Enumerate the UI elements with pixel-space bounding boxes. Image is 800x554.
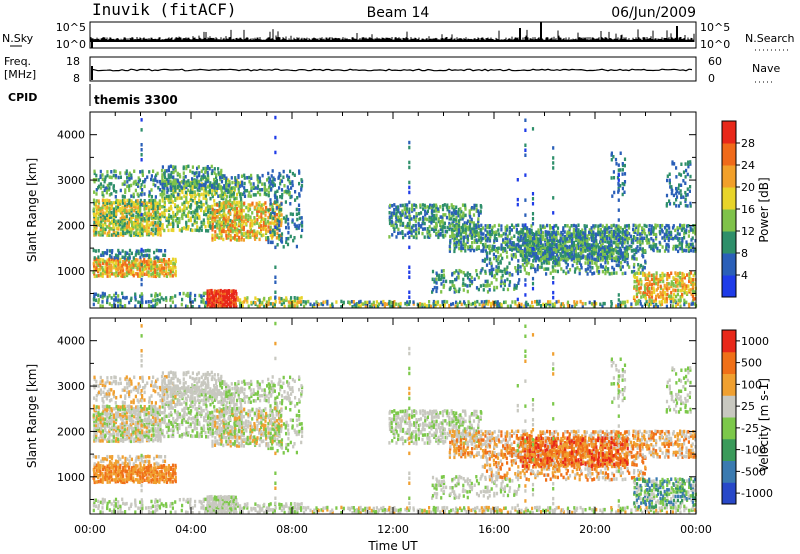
x-tick-label: 16:00 (478, 523, 510, 536)
y-tick-label: 1000 (57, 471, 85, 484)
nsearch-tick-top: 10^5 (700, 21, 730, 34)
velocity-data (92, 321, 698, 515)
x-tick-label: 20:00 (579, 523, 611, 536)
nsearch-label: N.Search (745, 32, 795, 45)
nsky-tick-top: 10^5 (56, 21, 86, 34)
x-tick-label: 00:00 (680, 523, 712, 536)
colorbar-tick-label: 8 (741, 247, 748, 260)
colorbar-segment (722, 373, 736, 396)
freq-tick-top: 18 (66, 55, 80, 68)
y-tick-label: 3000 (57, 174, 85, 187)
x-axis: 00:00 04:00 08:00 12:00 16:00 20:00 00:00 (74, 523, 712, 536)
nsky-bars (90, 22, 695, 48)
velocity-colorbar-label: Velocity [m s-1] (757, 378, 771, 472)
freq-tick-bottom: 8 (73, 72, 80, 85)
date-title: 06/Jun/2009 (611, 5, 696, 21)
y-tick-label: 4000 (57, 129, 85, 142)
colorbar-segment (722, 482, 736, 505)
power-colorbar-label: Power [dB] (757, 177, 771, 242)
station-title: Inuvik (fitACF) (92, 0, 237, 19)
x-tick-label: 12:00 (377, 523, 409, 536)
colorbar-segment (722, 275, 736, 298)
colorbar-tick-label: 25 (741, 400, 755, 413)
colorbar-tick-label: 100 (741, 378, 762, 391)
colorbar-segment (722, 417, 736, 440)
colorbar-segment (722, 395, 736, 418)
cpid-value: themis 3300 (94, 93, 178, 107)
nave-tick-bottom: 0 (708, 72, 715, 85)
power-data (92, 115, 698, 309)
colorbar-segment (722, 330, 736, 353)
power-ylabel: Slant Range [km] (25, 158, 39, 262)
power-colorbar: 28 24 20 16 12 8 4 (721, 120, 755, 298)
colorbar-segment (722, 438, 736, 461)
colorbar-tick-label: 20 (741, 181, 755, 194)
nsky-tick-bottom: 10^0 (56, 38, 86, 51)
y-tick-label: 2000 (57, 219, 85, 232)
colorbar-tick-label: 12 (741, 225, 755, 238)
colorbar-segment (722, 165, 736, 188)
colorbar-tick-label: 28 (741, 137, 755, 150)
x-tick-label: 08:00 (276, 523, 308, 536)
x-tick-label: 00:00 (74, 523, 106, 536)
freq-label-1: Freq. (4, 55, 31, 68)
x-axis-label: Time UT (367, 539, 418, 553)
colorbar-tick-label: 500 (741, 357, 762, 370)
colorbar-tick-label: 4 (741, 269, 748, 282)
colorbar-tick-label: -500 (741, 465, 766, 478)
colorbar-segment (722, 187, 736, 210)
power-axes: 4000 3000 2000 1000 (57, 112, 697, 308)
x-tick-label: 04:00 (175, 523, 207, 536)
colorbar-tick-label: 1000 (741, 335, 769, 348)
colorbar-tick-label: 16 (741, 203, 755, 216)
y-tick-label: 4000 (57, 335, 85, 348)
colorbar-tick-label: -25 (741, 422, 759, 435)
colorbar-segment (722, 253, 736, 276)
colorbar-segment (722, 209, 736, 232)
nsearch-tick-bottom: 10^0 (700, 38, 730, 51)
colorbar-segment (722, 143, 736, 166)
colorbar-segment (722, 351, 736, 374)
velocity-ylabel: Slant Range [km] (25, 364, 39, 468)
colorbar-segment (722, 121, 736, 144)
freq-panel (89, 56, 697, 82)
nave-label: Nave (752, 62, 780, 75)
beam-title: Beam 14 (367, 5, 430, 21)
freq-line (91, 66, 693, 80)
velocity-axes: 4000 3000 2000 1000 (57, 318, 697, 514)
cpid-label: CPID (8, 91, 37, 104)
nsky-label: N.Sky (2, 32, 34, 45)
velocity-colorbar: 1000 500 100 25 -25 -100 -500 -1000 (721, 329, 773, 505)
y-tick-label: 3000 (57, 380, 85, 393)
freq-label-2: [MHz] (4, 68, 36, 81)
colorbar-segment (722, 231, 736, 254)
nsky-panel (89, 21, 697, 49)
y-tick-label: 1000 (57, 265, 85, 278)
nave-tick-top: 60 (708, 55, 722, 68)
colorbar-segment (722, 460, 736, 483)
colorbar-tick-label: -100 (741, 444, 766, 457)
y-tick-label: 2000 (57, 425, 85, 438)
colorbar-tick-label: -1000 (741, 487, 773, 500)
colorbar-tick-label: 24 (741, 159, 755, 172)
